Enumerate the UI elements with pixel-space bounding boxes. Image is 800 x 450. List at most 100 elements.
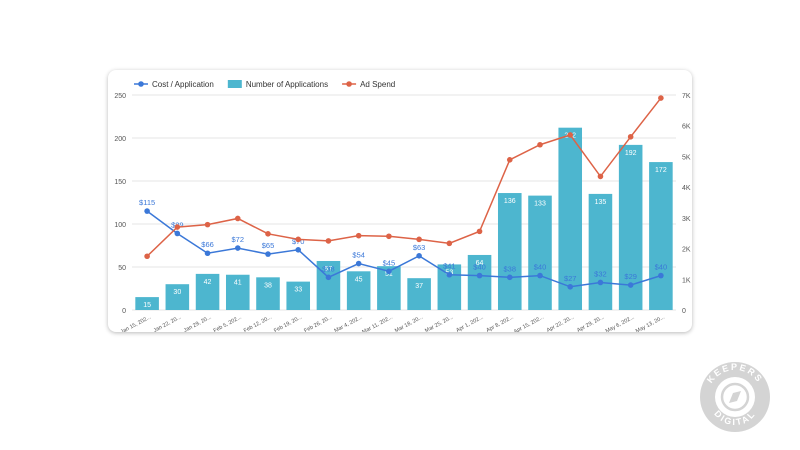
x-tick-label: Mar 18, 20... [394,314,424,332]
legend-swatch [138,81,144,87]
bar-value-label: 64 [476,260,484,267]
bar-value-label: 45 [355,276,363,283]
y-left-tick-label: 150 [114,179,126,186]
bar [497,193,522,310]
bar [588,193,613,310]
series-point [627,282,634,288]
series-point [355,260,362,267]
series-point [295,247,302,253]
bar-value-label: 15 [143,302,151,309]
x-tick-label: May 13, 20... [635,314,666,332]
point-value-label: $32 [594,269,607,278]
x-tick-label: Apr 29, 20... [576,314,606,332]
legend-label: Cost / Application [152,80,214,89]
series-point [658,95,664,101]
bar [558,127,583,311]
series-point [234,215,241,222]
series-point [537,272,543,279]
x-tick-label: Feb 19, 20... [273,314,303,332]
bar [135,297,159,310]
x-tick-label: Mar 25, 20... [424,314,454,332]
x-tick-label: Apr 15, 202... [513,314,545,332]
bar-value-label: 42 [204,279,212,286]
x-tick-label: Feb 12, 20... [243,314,273,332]
series-point [627,133,634,140]
bar-value-label: 172 [655,167,667,174]
bar-value-label: 38 [264,282,272,289]
combo-chart: 0 50 100 150 200 250 0 1K 2K 3K 4K 5K 6K 7K 15 30 42 41 38… [114,80,691,332]
series-point [144,208,150,214]
bar [286,281,311,310]
point-value-label: $40 [655,263,668,272]
x-tick-label: Apr 22, 20... [546,314,576,332]
series-point [386,268,392,275]
y-left-tick-label: 100 [114,222,126,229]
bar-value-label: 51 [385,271,393,278]
point-value-label: $72 [232,235,245,244]
x-tick-label: Jan 15, 202... [120,314,153,332]
series-point [476,228,483,235]
series-point [325,238,332,244]
y-left-tick-label: 250 [114,93,126,100]
keepers-digital-logo: KEEPERS DIGITAL [700,362,770,432]
bar [467,254,492,310]
series-point [658,272,664,279]
point-value-label: $65 [262,241,275,250]
bar [316,260,341,310]
x-tick-label: Mar 4, 202... [334,314,364,332]
x-tick-label: May 6, 202... [605,314,636,332]
series-point [174,224,181,230]
point-value-label: $63 [413,243,426,252]
bar [528,195,552,310]
legend-swatch [227,80,242,88]
series-line [146,210,662,288]
bar-value-label: 135 [595,199,607,206]
point-value-label: $66 [201,240,214,249]
bar [165,284,190,310]
series-point [567,132,574,138]
x-tick-label: Feb 5, 202... [213,314,243,332]
point-value-label: $29 [624,272,637,281]
bar [225,274,250,310]
series-point [597,173,604,180]
bar-value-label: 57 [325,266,333,273]
x-tick-label: Jan 22, 20... [153,314,183,332]
y-left-tick-label: 50 [118,265,126,272]
bar-value-label: 136 [504,198,516,205]
series-point [416,236,422,243]
bar [649,162,673,310]
bar [195,273,220,310]
series-point [506,274,513,281]
bar-value-label: 30 [173,289,181,296]
bar-value-label: 37 [415,283,423,290]
point-value-label: $27 [564,274,577,283]
series-point [234,245,241,251]
point-value-label: $45 [383,258,396,267]
y-right-tick-label: 3K [682,216,691,223]
legend-swatch [346,81,352,87]
point-value-label: $40 [473,263,486,272]
x-tick-label: Apr 1, 202... [455,314,485,332]
bar [407,278,431,310]
x-tick-label: Mar 11, 202... [361,314,394,332]
series-point [355,232,362,239]
point-value-label: $38 [504,264,517,273]
chart-card: 0 50 100 150 200 250 0 1K 2K 3K 4K 5K 6K 7K 15 30 42 41 38… [108,70,692,332]
point-value-label: $54 [352,251,365,260]
series-point [446,240,453,247]
series-point [174,230,181,237]
bar [256,277,280,310]
series-line [146,97,662,257]
series-point [204,221,211,228]
series-point [567,283,574,290]
series-point [506,157,513,163]
series-point [476,272,483,279]
y-right-tick-label: 7K [682,93,691,100]
y-right-tick-label: 0 [682,308,686,315]
y-left-tick-label: 200 [114,136,126,143]
point-value-label: $40 [534,263,547,272]
series-point [265,251,271,257]
series-point [537,141,543,148]
series-point [597,279,604,286]
y-right-tick-label: 4K [682,185,691,192]
